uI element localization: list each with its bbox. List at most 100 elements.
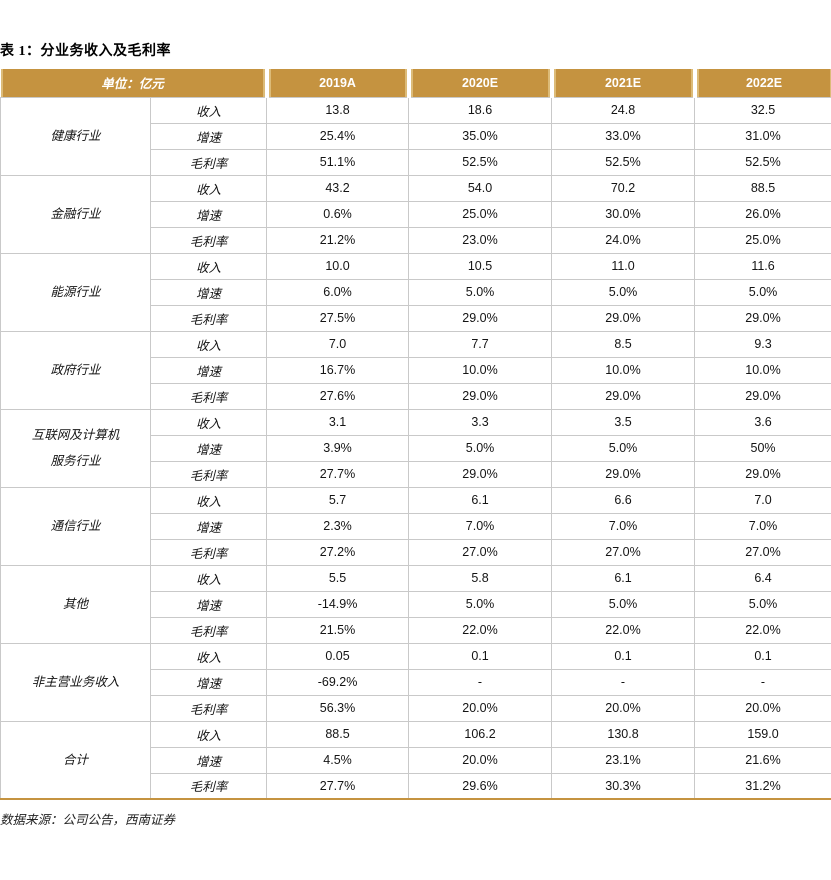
value-cell: 7.0% [409,513,552,539]
value-cell: 2.3% [267,513,409,539]
segment-label-cell: 通信行业 [1,487,151,565]
value-cell: 52.5% [409,149,552,175]
value-cell: 6.1 [552,565,695,591]
year-header-2021e: 2021E [552,69,695,97]
value-cell: 4.5% [267,747,409,773]
metric-label-cell: 毛利率 [151,695,267,721]
metric-label-cell: 增速 [151,513,267,539]
value-cell: 27.7% [267,773,409,799]
value-cell: 29.0% [409,461,552,487]
value-cell: 29.0% [552,461,695,487]
value-cell: 50% [695,435,831,461]
value-cell: 27.5% [267,305,409,331]
segment-label-cell: 政府行业 [1,331,151,409]
value-cell: 21.2% [267,227,409,253]
value-cell: 70.2 [552,175,695,201]
value-cell: 18.6 [409,97,552,123]
value-cell: 23.0% [409,227,552,253]
segment-label-cell: 非主营业务收入 [1,643,151,721]
value-cell: 10.0% [552,357,695,383]
value-cell: 25.0% [695,227,831,253]
year-header-2019a: 2019A [267,69,409,97]
value-cell: 43.2 [267,175,409,201]
value-cell: 21.6% [695,747,831,773]
value-cell: - [409,669,552,695]
value-cell: 10.0% [409,357,552,383]
value-cell: 23.1% [552,747,695,773]
value-cell: 24.0% [552,227,695,253]
metric-label-cell: 毛利率 [151,461,267,487]
value-cell: 5.0% [552,279,695,305]
metric-label-cell: 毛利率 [151,617,267,643]
value-cell: 11.6 [695,253,831,279]
value-cell: 5.0% [695,591,831,617]
value-cell: 0.6% [267,201,409,227]
value-cell: 25.4% [267,123,409,149]
value-cell: 5.0% [409,591,552,617]
value-cell: 33.0% [552,123,695,149]
value-cell: 51.1% [267,149,409,175]
metric-label-cell: 毛利率 [151,149,267,175]
value-cell: 0.1 [695,643,831,669]
metric-label-cell: 毛利率 [151,539,267,565]
value-cell: 21.5% [267,617,409,643]
metric-label-cell: 增速 [151,435,267,461]
value-cell: 25.0% [409,201,552,227]
value-cell: 9.3 [695,331,831,357]
value-cell: 29.0% [695,461,831,487]
value-cell: 20.0% [695,695,831,721]
value-cell: 20.0% [409,747,552,773]
value-cell: 27.6% [267,383,409,409]
value-cell: 26.0% [695,201,831,227]
value-cell: 52.5% [695,149,831,175]
value-cell: 29.0% [552,305,695,331]
value-cell: -14.9% [267,591,409,617]
value-cell: 7.7 [409,331,552,357]
report-page: 表 1：分业务收入及毛利率 单位：亿元 2019A 2020E 2021E 20… [0,40,831,828]
unit-header-cell: 单位：亿元 [1,69,267,97]
value-cell: 3.9% [267,435,409,461]
metric-label-cell: 增速 [151,201,267,227]
value-cell: 27.0% [409,539,552,565]
table-title: 表 1：分业务收入及毛利率 [0,40,831,60]
value-cell: 159.0 [695,721,831,747]
value-cell: 31.0% [695,123,831,149]
value-cell: 22.0% [552,617,695,643]
value-cell: 27.0% [552,539,695,565]
value-cell: 106.2 [409,721,552,747]
metric-label-cell: 收入 [151,253,267,279]
value-cell: 27.2% [267,539,409,565]
value-cell: 30.3% [552,773,695,799]
metric-label-cell: 收入 [151,331,267,357]
metric-label-cell: 增速 [151,279,267,305]
year-header-2022e: 2022E [695,69,831,97]
value-cell: 3.5 [552,409,695,435]
metric-label-cell: 毛利率 [151,305,267,331]
value-cell: 10.0 [267,253,409,279]
value-cell: 29.0% [409,305,552,331]
segment-label-cell: 合计 [1,721,151,799]
metric-label-cell: 增速 [151,669,267,695]
value-cell: 130.8 [552,721,695,747]
source-note: 数据来源：公司公告，西南证券 [0,809,831,828]
value-cell: 5.7 [267,487,409,513]
value-cell: 5.8 [409,565,552,591]
value-cell: 5.0% [552,435,695,461]
value-cell: 29.0% [552,383,695,409]
metric-label-cell: 收入 [151,565,267,591]
value-cell: 0.1 [409,643,552,669]
value-cell: 3.3 [409,409,552,435]
value-cell: 56.3% [267,695,409,721]
value-cell: 16.7% [267,357,409,383]
value-cell: 10.0% [695,357,831,383]
value-cell: 7.0 [695,487,831,513]
value-cell: 11.0 [552,253,695,279]
value-cell: 7.0 [267,331,409,357]
metric-label-cell: 收入 [151,175,267,201]
